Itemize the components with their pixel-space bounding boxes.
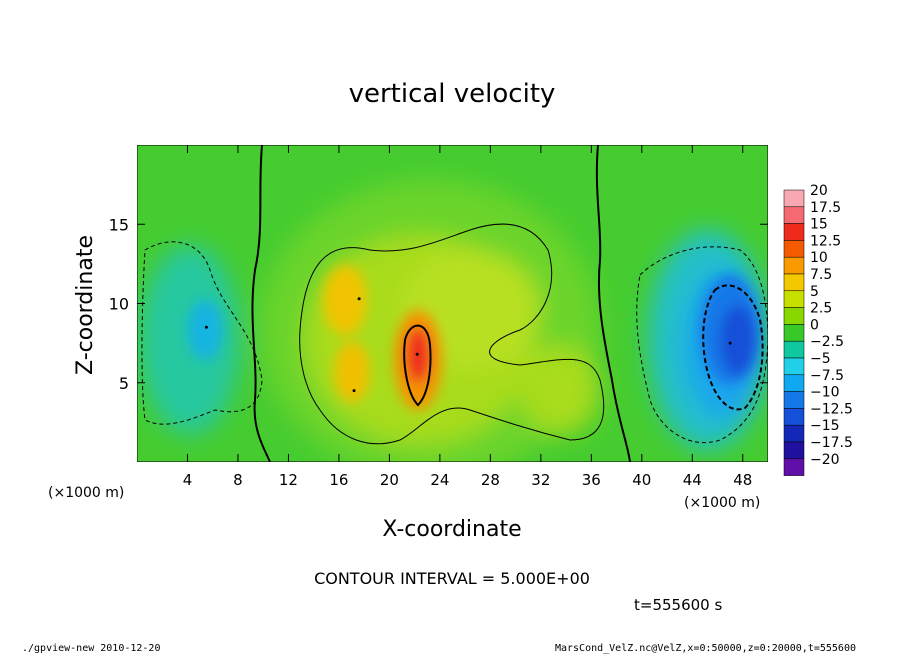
x-tick-label: 48 [733,471,752,489]
colorbar-label: 20 [810,183,828,199]
colorbar-swatch [783,223,805,241]
colorbar-label: −7.5 [810,368,844,384]
colorbar-swatch [783,206,805,224]
colorbar-swatch [783,441,805,460]
x-tick-label: 24 [430,471,449,489]
colorbar-label: −12.5 [810,401,853,417]
x-tick-label: 4 [183,471,193,489]
maximum-marker [415,352,419,356]
colorbar-label: −10 [810,385,840,401]
x-tick-label: 36 [582,471,601,489]
colorbar-swatch [783,340,805,359]
x-tick-label: 32 [531,471,550,489]
colorbar-swatch [783,374,805,392]
y-axis-label: Z-coordinate [73,235,98,375]
x-tick-label: 40 [632,471,651,489]
x-tick-label: 12 [279,471,298,489]
colorbar-label: 7.5 [810,267,832,283]
colorbar-label: 15 [810,217,828,233]
x-tick-label: 28 [481,471,500,489]
x-tick-label: 8 [233,471,243,489]
colorbar-label: 2.5 [810,301,832,317]
x-tick-label: 16 [329,471,348,489]
x-unit-right: (×1000 m) [684,495,760,511]
x-axis-label: X-coordinate [382,517,521,542]
colorbar-swatch [783,391,805,409]
colorbar-swatch [783,240,805,258]
chart-title: vertical velocity [349,79,556,109]
minimum-marker [728,341,732,345]
colorbar-label: −15 [810,418,840,434]
footer-right: MarsCond_VelZ.nc@VelZ,x=0:50000,z=0:2000… [555,643,856,654]
x-axis: 4 8 12 16 20 24 28 32 36 40 44 48 [183,145,752,489]
colorbar-label: 17.5 [810,200,841,216]
colorbar-label: 12.5 [810,233,841,249]
colorbar-label: −2.5 [810,334,844,350]
colorbar-swatch [783,256,805,275]
colorbar-swatch [783,273,805,292]
colorbar-swatch [783,357,805,376]
colorbar-swatch [783,324,805,342]
colorbar-swatch [783,408,805,426]
x-tick-label: 20 [380,471,399,489]
colorbar-swatch [783,458,805,476]
footer-left: ./gpview-new 2010-12-20 [22,643,160,654]
colorbar-label: 5 [810,284,819,300]
colorbar-label: 0 [810,317,819,333]
colorbar-swatch [783,189,805,208]
x-tick-label: 44 [683,471,702,489]
colorbar-swatch [783,424,805,443]
colorbar-label: −17.5 [810,435,853,451]
y-tick-label: 10 [109,295,129,314]
colorbar-label: −20 [810,452,840,468]
minimum-marker [204,325,208,329]
y-tick-label: 5 [119,374,129,393]
colorbar-swatch [783,290,805,308]
time-label: t=555600 s [634,596,722,614]
colorbar-swatch [783,307,805,325]
colorbar-label: −5 [810,351,831,367]
maximum-marker [357,297,361,301]
y-axis: 5 10 15 [109,215,768,393]
colorbar: 2017.51512.5107.552.50−2.5−5−7.5−10−12.5… [783,183,853,476]
x-unit-left: (×1000 m) [48,485,124,501]
colorbar-label: 10 [810,250,828,266]
plot-area [137,145,768,462]
y-tick-label: 15 [109,215,129,234]
contour-interval-label: CONTOUR INTERVAL = 5.000E+00 [314,569,590,588]
maximum-marker [352,389,356,393]
